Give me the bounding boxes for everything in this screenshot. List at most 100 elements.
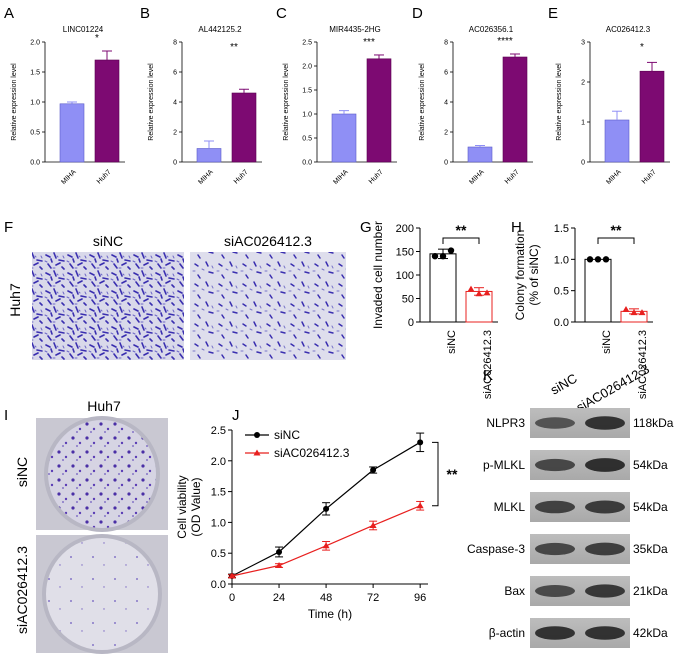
blot-band [585,500,625,514]
y-tick-label: 0.0 [211,579,226,591]
bar-sinc [584,258,612,323]
y-tick-label: 0.5 [302,136,312,143]
invasion-row-label: Huh7 [7,283,23,317]
panel-title: MIR4435-2HG [329,25,381,34]
panel-j: J Cell viability (OD Value) 0.0 0.5 1.0 1.5 2.… [175,407,458,621]
significance-bracket [432,441,439,507]
data-point [417,439,424,446]
y-axis-label: Invaded cell number [371,221,385,329]
x-tick-label: Huh7 [368,169,385,186]
y-tick-label: 4 [173,100,177,107]
significance-mark: * [95,33,99,44]
blot-size-label: 42kDa [633,626,668,640]
blot-protein-label: p-MLKL [483,458,525,472]
blot-band [535,542,575,556]
legend-label: siNC [274,428,300,442]
y-axis-label-2: (% of siNC) [527,244,541,305]
blot-band [585,542,625,556]
data-point [439,253,447,260]
y-axis-label: Relative expression level [11,63,18,141]
blot-band [535,417,575,429]
top-bar-panels: A LINC01224 Relative expression level 0.0 0.… [4,5,670,186]
y-tick-label: 0.0 [302,160,312,167]
blot-protein-label: MLKL [494,500,526,514]
significance-mark: ** [230,42,238,53]
bar-huh7 [231,92,257,163]
y-tick-label: 0.0 [30,160,40,167]
bar-huh7 [639,70,665,163]
x-tick-label: MIHA [332,168,350,186]
y-tick-label: 1 [581,120,585,127]
y-tick-label: 1.5 [554,223,569,235]
y-tick-label: 1.5 [211,487,226,499]
y-tick-label: 200 [396,223,414,235]
bar-panel-c: C MIR4435-2HG Relative expression level 0.0… [276,5,397,186]
panel-letter: A [4,5,14,22]
invasion-image-sinc [32,252,184,360]
panel-letter-f: F [4,219,13,236]
y-tick-label: 8 [444,40,448,47]
blot-col-sinc-label: siNC [548,371,580,398]
x-tick-label: 24 [273,592,285,604]
blot-protein-label: β-actin [489,626,525,640]
bar-panel-e: E AC026412.3 Relative expression level 0 1 2 3… [548,5,670,186]
y-tick-label: 1.0 [30,100,40,107]
data-point [467,285,475,292]
panel-title: AL442125.2 [198,25,242,34]
blot-band [535,458,575,472]
blot-band [585,416,625,430]
x-tick-label: siAC026412.3 [482,330,494,399]
x-tick-label: siNC [601,330,613,354]
data-point [602,256,610,263]
data-point [323,505,330,512]
significance-bracket [597,237,635,244]
bar-huh7 [366,58,392,163]
bar-miha [331,113,357,163]
x-axis-label: Time (h) [308,607,352,621]
panel-title: AC026412.3 [606,25,651,34]
x-tick-label: siNC [446,330,458,354]
blot-size-label: 54kDa [633,458,668,472]
legend-marker [254,432,260,438]
panel-letter-h: H [511,219,522,236]
panel-letter: B [140,5,150,22]
x-tick-label: Huh7 [233,169,250,186]
data-point [431,253,439,260]
colony-dish-sinc [44,416,160,532]
panel-title: AC026356.1 [469,25,514,34]
y-tick-label: 2 [581,80,585,87]
bar-sinc [429,253,457,323]
y-tick-label: 2.0 [302,64,312,71]
panel-title: LINC01224 [63,25,104,34]
data-point [370,467,377,474]
series-line-1 [231,505,421,577]
data-point [586,256,594,263]
y-tick-label: 0.5 [30,130,40,137]
data-point [322,542,330,549]
bar-panel-d: D AC026356.1 Relative expression level 0 2 4 6… [412,5,533,186]
data-point [369,521,377,528]
data-point [447,247,455,254]
y-axis-label-2: (OD Value) [189,477,203,536]
blot-size-label: 21kDa [633,584,668,598]
y-axis-label: Colony formation [513,230,527,321]
data-point [416,502,424,509]
y-axis-label: Cell viability [175,475,189,538]
blot-band [535,626,575,640]
y-tick-label: 0 [444,160,448,167]
data-point [483,289,491,296]
blot-size-label: 54kDa [633,500,668,514]
y-tick-label: 1.0 [554,254,569,266]
panel-letter-j: J [232,407,240,424]
invasion-col-si-label: siAC026412.3 [224,233,312,249]
y-tick-label: 0 [173,160,177,167]
panel-letter: E [548,5,558,22]
y-tick-label: 0.0 [554,317,569,329]
y-tick-label: 6 [444,70,448,77]
invasion-col-sinc-label: siNC [93,233,123,249]
y-tick-label: 2 [173,130,177,137]
bar-miha [196,148,222,163]
blot-protein-label: NLPR3 [486,416,525,430]
x-tick-label: Huh7 [641,169,658,186]
